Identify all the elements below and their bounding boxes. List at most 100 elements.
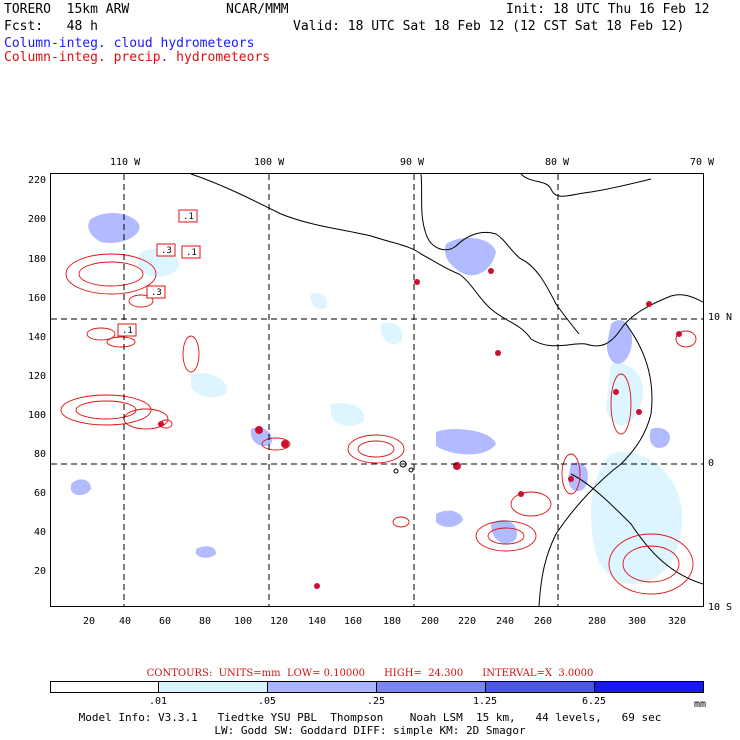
precip-core [281, 440, 289, 448]
coastline-south-america [538, 323, 653, 607]
valid-time: Valid: 18 UTC Sat 18 Feb 12 (12 CST Sat … [293, 19, 685, 34]
lon-tick-label: 70 W [690, 157, 715, 168]
map-canvas: .1 .3 .1 .3 .1 [51, 173, 704, 607]
model-info: Model Info: V3.3.1 Tiedtke YSU PBL Thomp… [78, 711, 662, 724]
grid-x-tick: 100 [233, 616, 253, 627]
init-time: Init: 18 UTC Thu 16 Feb 12 [506, 2, 710, 17]
cloud-patch [310, 292, 328, 310]
coastline-pacific [190, 173, 704, 347]
grid-x-tick: 260 [533, 616, 553, 627]
contour-label-box [146, 285, 166, 299]
grid-x-tick: 280 [587, 616, 607, 627]
latlon-grid [51, 174, 703, 606]
colorbar-cell [268, 682, 377, 692]
precip-contour [510, 491, 552, 517]
lon-tick-label: 80 W [545, 157, 570, 168]
precip-core [453, 462, 461, 470]
border-andes [570, 473, 704, 585]
contour-info: CONTOURS: UNITS=mm LOW= 0.10000 HIGH= 24… [146, 668, 594, 679]
cloud-patch [568, 462, 588, 492]
precip-contour [487, 527, 525, 545]
lon-tick-label: 90 W [400, 157, 425, 168]
contour-labels: .1 .3 .1 .3 .1 [117, 209, 201, 337]
precip-contour [128, 294, 154, 308]
precip-core [314, 583, 320, 589]
coastline-caribbean [420, 173, 580, 335]
precip-core [488, 268, 494, 274]
precip-contour [60, 394, 152, 426]
grid-y-tick: 40 [33, 527, 46, 538]
cloud-patch [436, 429, 496, 455]
grid-x-tick: 300 [627, 616, 647, 627]
precip-core [676, 331, 682, 337]
model-name: TORERO 15km ARW [4, 2, 130, 17]
cloud-field-title: Column-integ. cloud hydrometeors [4, 36, 255, 51]
precip-contour [65, 253, 157, 295]
grid-y-tick: 200 [27, 214, 46, 225]
grid-y-tick: 80 [33, 449, 46, 460]
precip-contour [622, 545, 680, 583]
grid-y-tick: 120 [27, 371, 46, 382]
grid-x-tick: 20 [82, 616, 96, 627]
map-panel: .1 .3 .1 .3 .1 [50, 173, 704, 607]
precip-contour [392, 516, 410, 528]
precip-contour [610, 373, 632, 435]
grid-y-tick: 100 [27, 410, 46, 421]
precip-contour [475, 520, 537, 552]
precip-contour [182, 335, 200, 373]
organization: NCAR/MMM [226, 2, 289, 17]
precip-contour [78, 261, 144, 287]
cloud-patch [649, 427, 671, 449]
contour-label-box [117, 323, 137, 337]
colorbar-label: .05 [257, 696, 277, 707]
cloud-patch [606, 320, 632, 364]
cloud-patch [380, 322, 403, 344]
contour-label-box [178, 209, 198, 223]
precip-core [636, 409, 642, 415]
grid-x-tick: 140 [307, 616, 327, 627]
grid-x-tick: 240 [495, 616, 515, 627]
colorbar-unit: mm [694, 699, 707, 710]
colorbar-label: 1.25 [472, 696, 498, 707]
cloud-patch [331, 403, 365, 426]
grid-y-tick: 20 [33, 566, 46, 577]
lat-tick-label: 10 N [708, 312, 733, 323]
grid-y-tick: 60 [33, 488, 46, 499]
precip-contour [347, 434, 405, 464]
precip-core [518, 491, 524, 497]
grid-x-tick: 120 [269, 616, 289, 627]
grid-x-tick: 220 [457, 616, 477, 627]
colorbar-label: 6.25 [581, 696, 607, 707]
precip-core [158, 421, 164, 427]
contour-label-box [181, 245, 201, 259]
precip-core [568, 476, 574, 482]
precip-core [613, 389, 619, 395]
grid-y-tick: 220 [27, 175, 46, 186]
cloud-patch [88, 212, 140, 243]
grid-x-tick: 180 [382, 616, 402, 627]
colorbar [50, 681, 704, 693]
galapagos-island [393, 468, 399, 474]
model-physics: LW: Godd SW: Goddard DIFF: simple KM: 2D… [214, 724, 526, 737]
contour-label: .1 [183, 212, 194, 222]
coastlines [190, 173, 704, 607]
precip-contour [106, 336, 136, 348]
colorbar-cell [51, 682, 159, 692]
grid-x-tick: 40 [118, 616, 132, 627]
grid-x-tick: 60 [158, 616, 172, 627]
contour-label: .3 [151, 288, 162, 298]
precip-contour [86, 327, 116, 341]
precip-core [495, 350, 501, 356]
contour-label: .1 [186, 248, 197, 258]
precip-contour [561, 453, 581, 495]
contour-label: .1 [122, 326, 133, 336]
grid-x-tick: 200 [420, 616, 440, 627]
precip-core [414, 279, 420, 285]
precip-contour [261, 437, 291, 451]
lon-tick-label: 110 W [110, 157, 141, 168]
precip-core [255, 426, 263, 434]
cloud-patch [191, 373, 227, 398]
grid-y-tick: 140 [27, 332, 46, 343]
forecast-hour: Fcst: 48 h [4, 19, 98, 34]
grid-x-tick: 80 [198, 616, 212, 627]
